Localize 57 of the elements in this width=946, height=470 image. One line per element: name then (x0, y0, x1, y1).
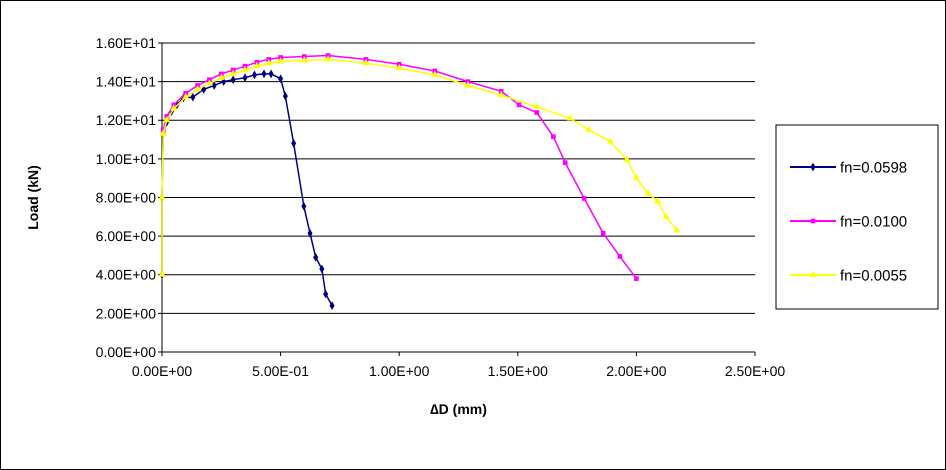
point (265, 59, 272, 66)
point (253, 62, 260, 68)
point (182, 92, 190, 100)
point (241, 66, 249, 72)
y-tick-label: 6.00E+00 (96, 228, 156, 244)
x-tick-label: 1.50E+00 (488, 363, 548, 379)
point (600, 230, 606, 236)
point (218, 74, 225, 80)
point (644, 190, 652, 196)
legend-label: fn=0.0055 (840, 267, 908, 284)
x-tick-label: 5.00E-01 (252, 363, 310, 379)
point (562, 160, 568, 166)
x-tick-label: 1.00E+00 (369, 363, 430, 379)
point (654, 197, 662, 204)
legend-label: fn=0.0598 (840, 159, 908, 176)
point (277, 57, 284, 64)
y-tick-label: 8.00E+00 (96, 189, 156, 206)
y-tick-label: 0.00E+00 (96, 344, 156, 360)
y-tick-label: 1.40E+01 (96, 74, 156, 90)
y-tick-label: 2.00E+00 (96, 305, 156, 322)
point (617, 254, 622, 259)
point (516, 102, 522, 108)
y-tick-label: 1.20E+01 (96, 112, 156, 128)
point (533, 102, 540, 109)
legend-label: fn=0.0100 (840, 213, 908, 230)
point (582, 196, 587, 201)
point (623, 156, 630, 162)
point (170, 104, 178, 111)
point (160, 130, 167, 136)
y-tick-label: 1.60E+01 (96, 34, 156, 51)
point (396, 64, 403, 70)
point (163, 116, 170, 122)
y-tick-label: 4.00E+00 (96, 266, 156, 283)
point (206, 79, 214, 86)
x-tick-label: 2.50E+00 (724, 363, 786, 379)
point (194, 85, 202, 92)
point (662, 212, 670, 219)
point (634, 276, 639, 281)
point (551, 134, 556, 140)
point (585, 126, 593, 132)
point (362, 58, 370, 66)
point (498, 91, 505, 98)
point (300, 56, 308, 62)
point (324, 55, 332, 62)
y-axis-title: Load (kN) (25, 165, 41, 230)
point (632, 174, 640, 180)
point (464, 81, 472, 88)
y-tick-label: 1.00E+01 (96, 150, 156, 167)
x-axis-title: ∆D (mm) (430, 401, 487, 417)
point (230, 70, 237, 76)
point (431, 70, 438, 77)
x-tick-label: 2.00E+00 (606, 363, 667, 379)
point (673, 226, 680, 232)
point (534, 110, 540, 115)
point (566, 114, 574, 120)
x-tick-label: 0.00E+00 (132, 363, 192, 379)
point (606, 137, 614, 144)
